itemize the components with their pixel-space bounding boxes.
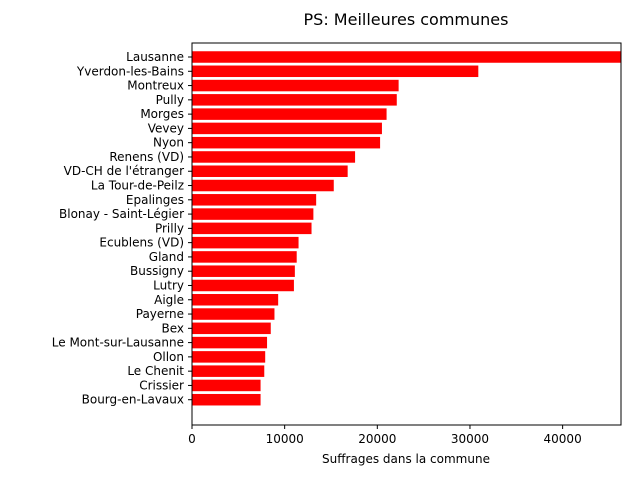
bar — [192, 136, 381, 149]
y-tick-label: Lutry — [153, 278, 184, 292]
bar — [192, 251, 297, 263]
x-tick-label: 40000 — [544, 432, 582, 446]
x-axis-label: Suffrages dans la commune — [322, 452, 490, 466]
bar — [192, 179, 334, 192]
bar — [192, 222, 312, 235]
bar — [192, 208, 314, 220]
y-tick-label: Epalinges — [126, 193, 184, 207]
y-tick-label: Crissier — [139, 378, 184, 392]
y-tick-label: Yverdon-les-Bains — [76, 64, 184, 78]
bar — [192, 393, 261, 406]
y-tick-label: La Tour-de-Peilz — [91, 179, 184, 193]
y-tick-label: Morges — [140, 107, 184, 121]
chart-title: PS: Meilleures communes — [304, 10, 509, 29]
y-tick-label: Le Mont-sur-Lausanne — [52, 336, 184, 350]
y-tick-label: Aigle — [154, 293, 184, 307]
bar — [192, 351, 266, 363]
bar — [192, 236, 299, 249]
y-tick-label: Montreux — [127, 79, 184, 93]
bar — [192, 194, 317, 206]
y-tick-label: Bourg-en-Lavaux — [82, 393, 184, 407]
y-axis-ticks: LausanneYverdon-les-BainsMontreuxPullyMo… — [52, 50, 192, 407]
y-tick-label: Bussigny — [130, 264, 184, 278]
bar — [192, 122, 382, 135]
bar — [192, 265, 295, 277]
x-tick-label: 20000 — [358, 432, 396, 446]
bar — [192, 108, 387, 120]
x-tick-label: 30000 — [451, 432, 489, 446]
y-tick-label: Payerne — [136, 307, 184, 321]
y-tick-label: Prilly — [155, 221, 184, 235]
x-tick-label: 10000 — [266, 432, 304, 446]
bars-group — [192, 51, 621, 406]
bar — [192, 165, 348, 177]
bar — [192, 65, 479, 78]
y-tick-label: Gland — [149, 250, 184, 264]
y-tick-label: Ollon — [153, 350, 184, 364]
bar — [192, 94, 397, 106]
y-tick-label: Renens (VD) — [109, 150, 184, 164]
bar — [192, 279, 294, 292]
y-tick-label: Le Chenit — [127, 364, 184, 378]
bar — [192, 379, 261, 392]
y-tick-label: Lausanne — [126, 50, 184, 64]
bar — [192, 322, 271, 335]
bar — [192, 308, 275, 320]
y-tick-label: Blonay - Saint-Légier — [59, 207, 184, 221]
bar — [192, 51, 621, 63]
y-tick-label: Bex — [161, 321, 184, 335]
bar — [192, 365, 265, 377]
bar — [192, 336, 268, 349]
y-tick-label: Nyon — [153, 136, 184, 150]
x-tick-label: 0 — [188, 432, 196, 446]
bar — [192, 294, 279, 306]
y-tick-label: Vevey — [148, 121, 184, 135]
bar — [192, 151, 356, 163]
y-tick-label: Ecublens (VD) — [99, 236, 184, 250]
y-tick-label: Pully — [156, 93, 184, 107]
y-tick-label: VD-CH de l'étranger — [64, 164, 184, 178]
bar — [192, 79, 399, 92]
plot-frame — [191, 42, 622, 426]
x-axis-ticks: 0 10000 20000 30000 40000 — [188, 425, 582, 446]
